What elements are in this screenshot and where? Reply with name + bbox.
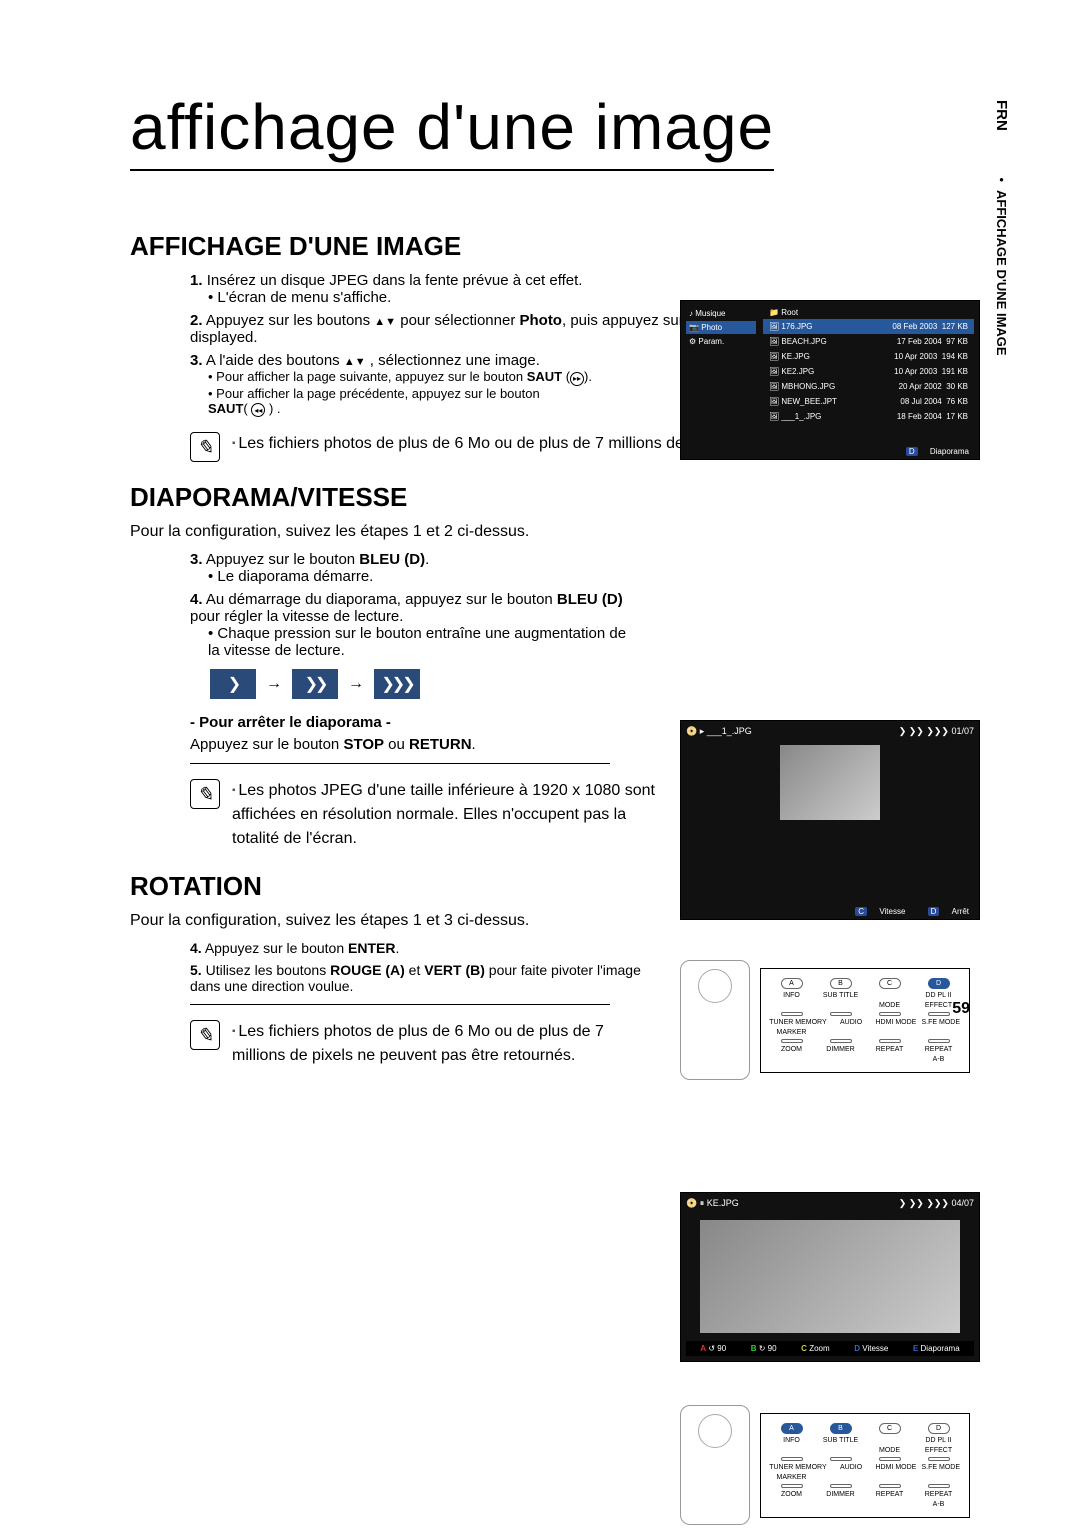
step-num: 1. (190, 272, 203, 289)
photo-placeholder (700, 1220, 960, 1333)
note-icon: ✎ (190, 432, 220, 462)
note-icon: ✎ (190, 1020, 220, 1050)
note-text: Les fichiers photos de plus de 6 Mo ou d… (232, 1020, 660, 1068)
page-number: 59 (952, 1000, 970, 1018)
skip-prev-icon: ◂◂ (251, 403, 265, 417)
note-block: ✎ Les photos JPEG d'une taille inférieur… (190, 779, 660, 851)
speed-chevrons: ❯ → ❯❯ → ❯❯❯ (210, 669, 980, 699)
note-block: ✎ Les fichiers photos de plus de 6 Mo ou… (190, 1020, 660, 1068)
divider (190, 1004, 610, 1005)
instruction-list-3: 4. Appuyez sur le bouton ENTER. 5. Utili… (190, 940, 650, 994)
up-down-icon (344, 352, 366, 369)
skip-next-icon: ▸▸ (570, 372, 584, 386)
screenshot-slideshow: 📀 ▸ ___1_.JPG ❯ ❯❯ ❯❯❯ 01/07 C Vitesse D… (680, 720, 980, 920)
page-title: affichage d'une image (130, 90, 774, 171)
remote-icon (680, 1405, 750, 1525)
instruction-list-2: 3. Appuyez sur le bouton BLEU (D). Le di… (190, 551, 980, 659)
chevron-1-icon: ❯ (210, 669, 256, 699)
step-num: 2. (190, 312, 203, 329)
step-num: 3. (190, 352, 203, 369)
screenshot-rotation: 📀 ⏸ KE.JPG ❯ ❯❯ ❯❯❯ 04/07 A ↺ 90 B ↻ 90 … (680, 1192, 980, 1362)
up-down-icon (374, 312, 396, 329)
remote-icon (680, 960, 750, 1080)
note-icon: ✎ (190, 779, 220, 809)
photo-placeholder (780, 745, 880, 820)
chevron-2-icon: ❯❯ (292, 669, 338, 699)
section-title-diaporama: DIAPORAMA/VITESSE (130, 482, 980, 513)
side-section-label: AFFICHAGE D'UNE IMAGE (994, 175, 1009, 356)
side-language-tag: FRN AFFICHAGE D'UNE IMAGE (993, 100, 1010, 356)
lang-code: FRN (993, 100, 1010, 131)
divider (190, 763, 610, 764)
note-text: Les photos JPEG d'une taille inférieure … (232, 779, 660, 851)
remote-diagram-1: ABCDINFOSUB TITLEDD PL IIMODEEFFECTTUNER… (680, 955, 980, 1085)
chevron-3-icon: ❯❯❯ (374, 669, 420, 699)
screenshot-photo-list: ♪ Musique 📷 Photo ⚙ Param. 📁 Root 🖼 176.… (680, 300, 980, 460)
section-title-affichage: AFFICHAGE D'UNE IMAGE (130, 231, 980, 262)
intro-text: Pour la configuration, suivez les étapes… (130, 523, 980, 541)
remote-diagram-2: ABCDINFOSUB TITLEDD PL IIMODEEFFECTTUNER… (680, 1400, 980, 1530)
